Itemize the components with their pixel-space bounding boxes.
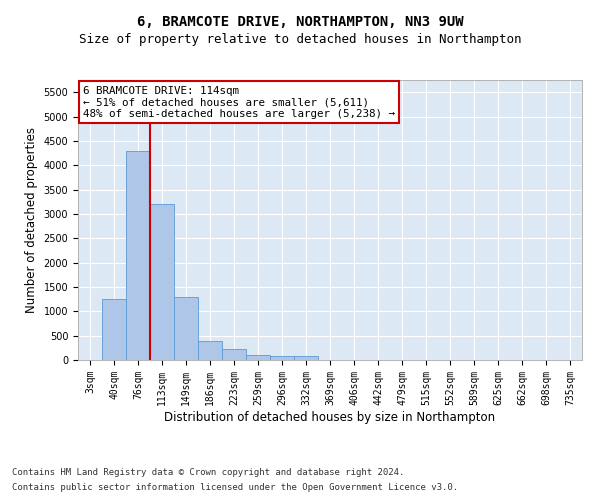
Bar <box>126 150 150 360</box>
Text: Size of property relative to detached houses in Northampton: Size of property relative to detached ho… <box>79 34 521 46</box>
Text: Contains HM Land Registry data © Crown copyright and database right 2024.: Contains HM Land Registry data © Crown c… <box>12 468 404 477</box>
Y-axis label: Number of detached properties: Number of detached properties <box>25 127 38 313</box>
Bar <box>150 204 174 360</box>
Bar <box>270 356 294 360</box>
Bar <box>102 299 126 360</box>
Bar <box>294 356 318 360</box>
Text: 6, BRAMCOTE DRIVE, NORTHAMPTON, NN3 9UW: 6, BRAMCOTE DRIVE, NORTHAMPTON, NN3 9UW <box>137 16 463 30</box>
X-axis label: Distribution of detached houses by size in Northampton: Distribution of detached houses by size … <box>164 410 496 424</box>
Text: 6 BRAMCOTE DRIVE: 114sqm
← 51% of detached houses are smaller (5,611)
48% of sem: 6 BRAMCOTE DRIVE: 114sqm ← 51% of detach… <box>83 86 395 119</box>
Bar <box>222 349 246 360</box>
Bar <box>246 355 270 360</box>
Bar <box>198 340 222 360</box>
Text: Contains public sector information licensed under the Open Government Licence v3: Contains public sector information licen… <box>12 483 458 492</box>
Bar <box>174 296 198 360</box>
